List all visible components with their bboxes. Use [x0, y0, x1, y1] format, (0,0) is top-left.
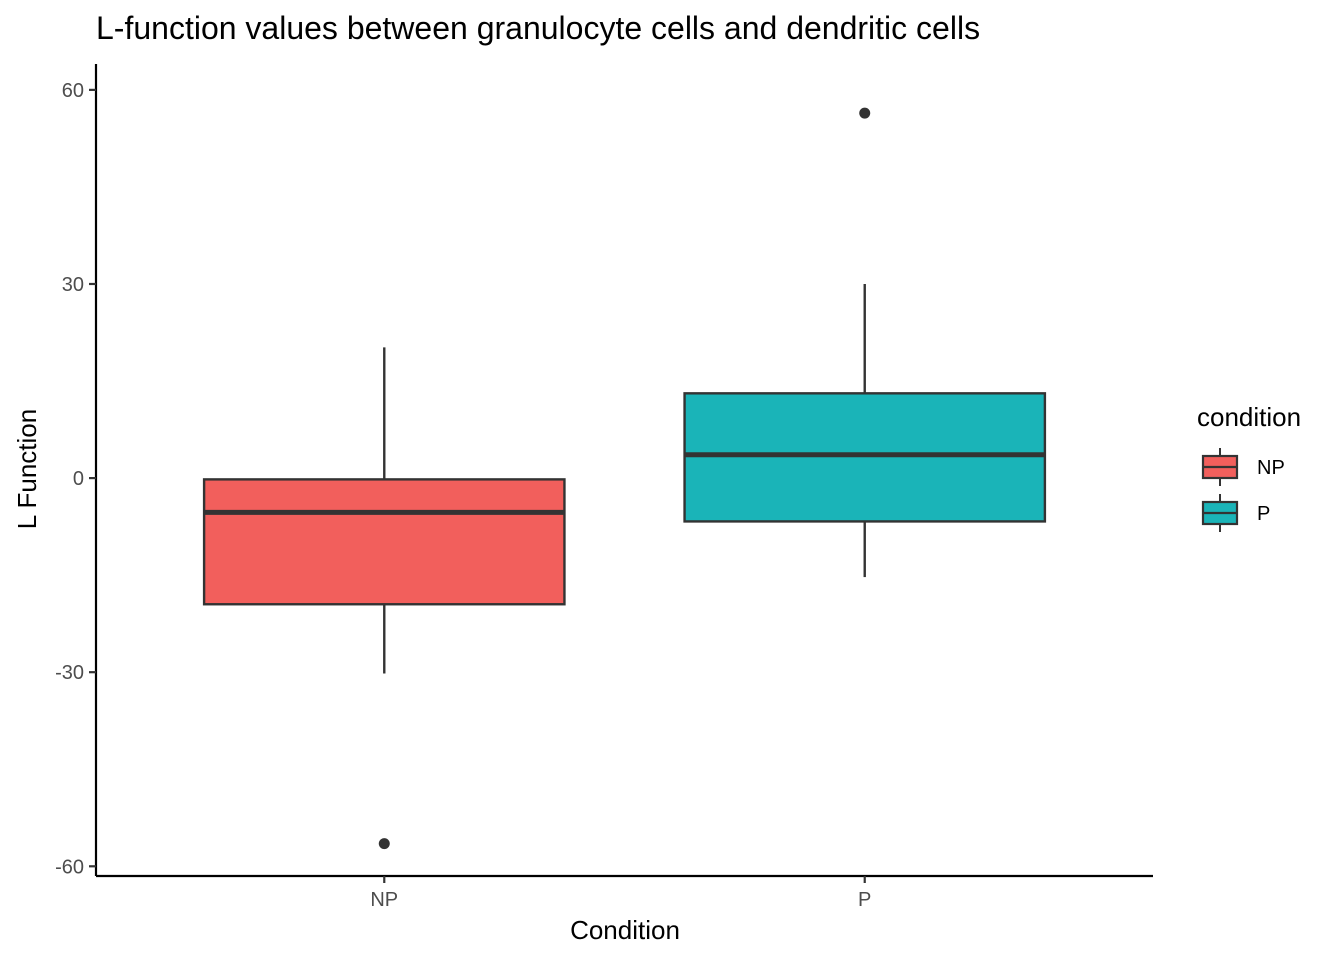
chart-title: L-function values between granulocyte ce… [96, 10, 980, 46]
iqr-box [683, 392, 1047, 523]
y-tick-label: 30 [62, 274, 84, 296]
outlier-point [378, 838, 390, 850]
x-tick-label: P [858, 889, 871, 911]
legend-keys: NP P [1201, 448, 1285, 532]
y-tick-label: 60 [62, 80, 84, 102]
y-tick-label: -30 [55, 662, 84, 684]
legend-label: P [1257, 503, 1270, 525]
x-axis-title: Condition [570, 915, 680, 945]
legend: condition NP P [1197, 402, 1301, 532]
box-p [683, 107, 1047, 578]
y-axis-title: L Function [12, 409, 42, 529]
box-np [202, 347, 566, 850]
y-axis-ticks: 60 30 0 -30 -60 [55, 80, 96, 878]
x-axis-ticks: NP P [370, 876, 871, 911]
outlier-point [859, 107, 871, 119]
legend-label: NP [1257, 457, 1285, 479]
x-tick-label: NP [370, 889, 398, 911]
legend-key-np: NP [1201, 448, 1285, 486]
plot-area [202, 107, 1047, 850]
iqr-box [202, 478, 566, 606]
legend-title: condition [1197, 402, 1301, 432]
y-tick-label: -60 [55, 856, 84, 878]
y-tick-label: 0 [73, 468, 84, 490]
legend-key-p: P [1201, 494, 1270, 532]
